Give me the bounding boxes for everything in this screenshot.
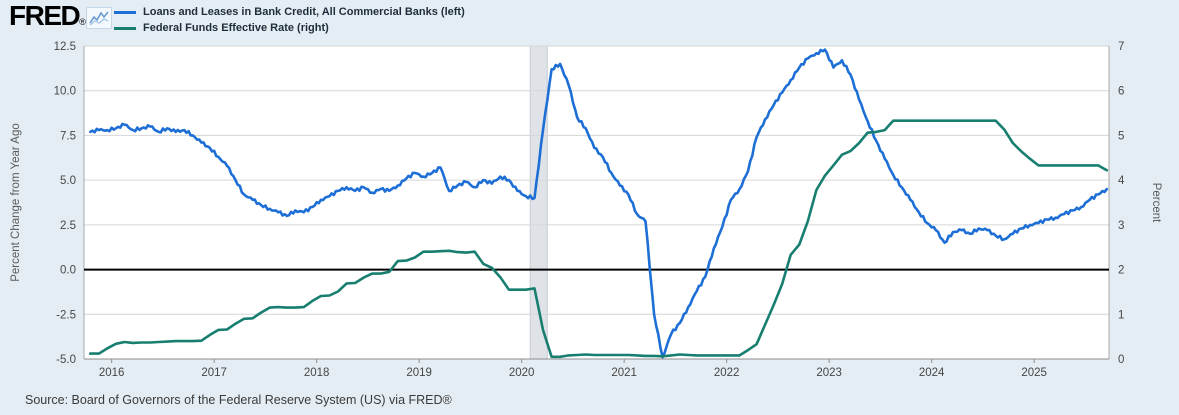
right-tick-label: 2: [1118, 265, 1124, 277]
x-tick-label: 2020: [509, 367, 535, 379]
registered-trademark: ®: [79, 17, 86, 27]
sparkline-glyph: [89, 11, 109, 26]
left-tick-label: 5.0: [60, 175, 76, 187]
left-tick-label: -2.5: [56, 309, 76, 321]
loans-series-marker: [114, 10, 136, 14]
left-tick-label: 2.5: [60, 220, 76, 232]
fedfunds-series-marker: [114, 26, 136, 30]
left-tick-label: 12.5: [54, 41, 76, 53]
right-tick-label: 0: [1118, 354, 1124, 366]
left-axis-title: Percent Change from Year Ago: [10, 123, 22, 282]
left-tick-label: 7.5: [60, 130, 76, 142]
right-tick-label: 4: [1118, 175, 1125, 187]
chart-legend: Loans and Leases in Bank Credit, All Com…: [114, 4, 465, 36]
x-tick-label: 2025: [1021, 367, 1047, 379]
fedfunds-series-line[interactable]: [89, 119, 1109, 359]
left-tick-label: -5.0: [56, 354, 76, 366]
fedfunds-series-label: Federal Funds Effective Rate (right): [143, 22, 329, 34]
right-tick-label: 3: [1118, 220, 1124, 232]
x-tick-label: 2018: [304, 367, 330, 379]
x-tick-label: 2023: [816, 367, 842, 379]
legend-item-fedfunds[interactable]: Federal Funds Effective Rate (right): [114, 20, 465, 36]
right-tick-label: 7: [1118, 41, 1124, 53]
plot-area: [84, 46, 1109, 359]
x-tick-label: 2019: [406, 367, 432, 379]
right-tick-label: 6: [1118, 86, 1124, 98]
fred-logo[interactable]: FRED®: [9, 0, 86, 32]
x-tick-label: 2021: [611, 367, 637, 379]
x-tick-label: 2024: [919, 367, 945, 379]
x-tick-label: 2016: [99, 367, 125, 379]
right-tick-label: 5: [1118, 130, 1124, 142]
right-tick-label: 1: [1118, 309, 1124, 321]
x-tick-label: 2022: [714, 367, 740, 379]
loans-series-line[interactable]: [89, 48, 1109, 359]
x-tick-label: 2017: [201, 367, 227, 379]
legend-item-loans[interactable]: Loans and Leases in Bank Credit, All Com…: [114, 4, 465, 20]
source-note: Source: Board of Governors of the Federa…: [25, 393, 452, 407]
fred-logo-text: FRED: [9, 0, 81, 31]
left-tick-label: 0.0: [60, 265, 76, 277]
time-series-chart[interactable]: 2016 2017 2018 2019 2020 2021 2022 2023 2024 2025…: [0, 0, 1179, 390]
left-tick-label: 10.0: [54, 86, 76, 98]
right-axis-title: Percent: [1150, 183, 1162, 223]
fred-sparkline-icon: [86, 7, 112, 29]
loans-series-label: Loans and Leases in Bank Credit, All Com…: [143, 6, 465, 18]
